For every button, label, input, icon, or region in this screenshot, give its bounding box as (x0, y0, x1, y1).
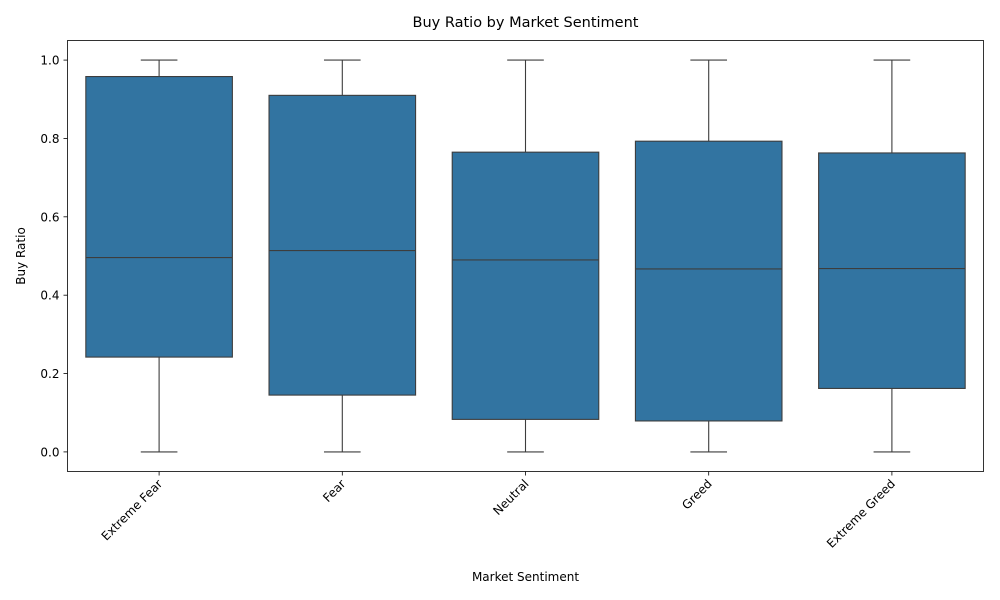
plot-frame (67, 40, 984, 472)
y-tick-label: 0.8 (40, 132, 59, 146)
x-tick-label: Neutral (490, 477, 531, 518)
x-axis: Extreme Fear Fear Neutral Greed Extreme Gree… (99, 471, 898, 551)
y-tick-label: 0.2 (40, 367, 59, 381)
box-group (634, 59, 783, 453)
y-tick-label: 0.4 (40, 289, 59, 303)
y-tick-label: 0.6 (40, 210, 59, 224)
x-axis-label: Market Sentiment (472, 570, 579, 584)
boxes-layer (85, 59, 966, 453)
y-tick-label: 0.0 (40, 445, 59, 459)
box-group (85, 59, 233, 453)
y-axis-label: Buy Ratio (14, 227, 28, 285)
box-group (818, 59, 966, 453)
box-group (451, 59, 600, 453)
box-iqr (268, 94, 417, 396)
y-axis: 0.0 0.2 0.4 0.6 0.8 1.0 (40, 54, 68, 459)
x-tick-label: Extreme Greed (824, 477, 898, 551)
chart-title: Buy Ratio by Market Sentiment (413, 15, 639, 31)
box-iqr (85, 75, 233, 358)
box-group (268, 59, 417, 453)
box-iqr (818, 152, 966, 389)
x-tick-label: Fear (320, 477, 348, 505)
y-tick-label: 1.0 (40, 54, 59, 68)
x-tick-label: Greed (679, 477, 715, 513)
box-iqr (634, 140, 783, 422)
x-tick-label: Extreme Fear (99, 477, 166, 544)
box-iqr (451, 151, 600, 420)
